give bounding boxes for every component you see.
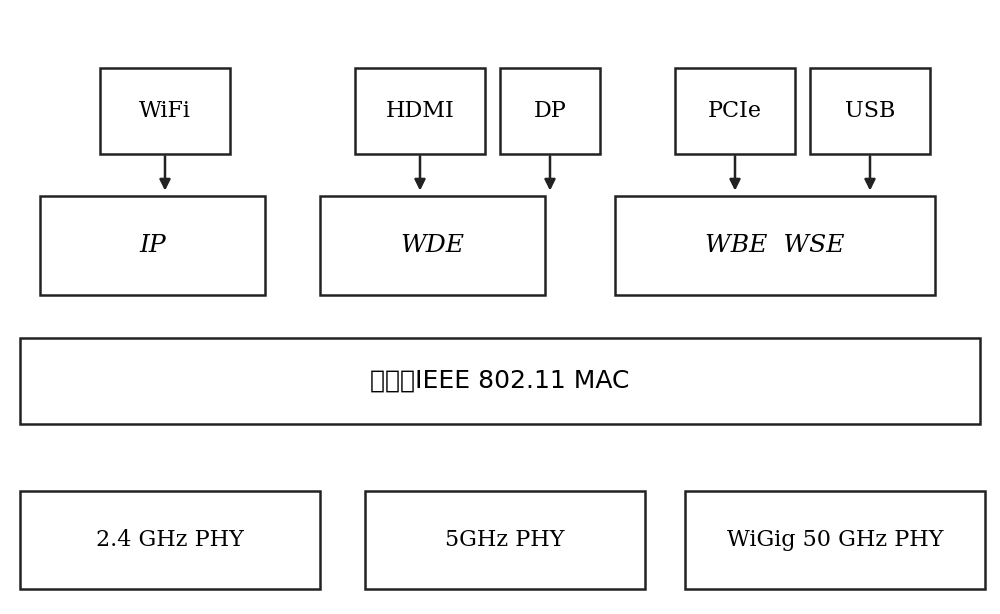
Bar [675,68,795,154]
Text: HDMI: HDMI [386,99,454,122]
Text: 2.4 GHz PHY: 2.4 GHz PHY [96,529,244,551]
Text: WiGig 50 GHz PHY: WiGig 50 GHz PHY [727,529,943,551]
Text: WiFi: WiFi [139,99,191,122]
Bar [355,68,485,154]
Bar [320,196,545,295]
Bar [20,338,980,424]
Bar [810,68,930,154]
Text: USB: USB [845,99,895,122]
Bar [100,68,230,154]
Bar [615,196,935,295]
Bar [365,491,645,589]
Bar [500,68,600,154]
Text: 扩展的IEEE 802.11 MAC: 扩展的IEEE 802.11 MAC [370,368,630,393]
Text: IP: IP [139,234,166,257]
Text: DP: DP [534,99,566,122]
Bar [685,491,985,589]
Bar [20,491,320,589]
Text: PCIe: PCIe [708,99,762,122]
Text: WBE  WSE: WBE WSE [705,234,845,257]
Text: WDE: WDE [400,234,464,257]
Text: 5GHz PHY: 5GHz PHY [445,529,565,551]
Bar [40,196,265,295]
